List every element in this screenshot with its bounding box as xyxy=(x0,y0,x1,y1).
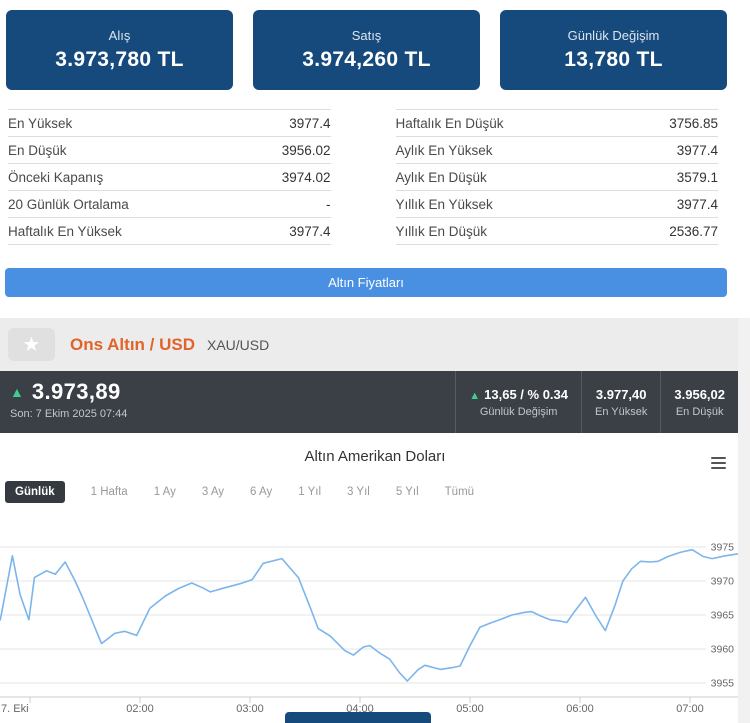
last-price: 3.973,89 xyxy=(31,379,121,404)
stat-value: 3977.4 xyxy=(289,115,331,131)
buy-label: Alış xyxy=(108,28,131,43)
stats-table: En Yüksek 3977.4 En Düşük 3956.02 Önceki Kap… xyxy=(8,109,718,245)
day-low-caption: En Düşük xyxy=(675,405,724,418)
y-axis-label: 3970 xyxy=(711,576,735,588)
y-axis-label: 3960 xyxy=(711,644,735,656)
stat-value: - xyxy=(326,196,331,212)
sell-value: 3.974,260 TL xyxy=(302,48,431,71)
stats-row: Aylık En Yüksek 3977.4 xyxy=(395,137,718,164)
stats-row: En Düşük 3956.02 xyxy=(8,137,331,164)
x-axis-label: 07:00 xyxy=(676,703,704,715)
x-axis-label: 05:00 xyxy=(456,703,484,715)
chart-range-tab[interactable]: Tümü xyxy=(444,486,475,498)
last-updated: Son: 7 Ekim 2025 07:44 xyxy=(10,408,128,420)
chart-range-tabs: Günlük 1 Hafta 1 Ay 3 Ay 6 Ay 1 Yıl 3 Yıl 5 Yıl… xyxy=(5,481,474,503)
day-low-cell: 3.956,02 En Düşük xyxy=(660,371,738,433)
stat-label: Yıllık En Düşük xyxy=(395,223,488,239)
y-axis-label: 3955 xyxy=(711,678,735,690)
right-edge-gutter xyxy=(738,318,750,723)
star-icon: ★ xyxy=(22,333,41,356)
sell-label: Satış xyxy=(351,28,382,43)
buy-price-box: Alış 3.973,780 TL xyxy=(6,10,233,90)
chart-range-tab[interactable]: 1 Yıl xyxy=(298,486,322,498)
stat-label: Aylık En Yüksek xyxy=(395,142,493,158)
stat-label: Önceki Kapanış xyxy=(8,169,104,185)
x-axis-label: 02:00 xyxy=(126,703,154,715)
chart-range-tab[interactable]: Günlük xyxy=(5,481,65,503)
instrument-band: ★ Ons Altın / USD XAU/USD xyxy=(0,318,750,371)
chart-range-tab[interactable]: 5 Yıl xyxy=(395,486,419,498)
stats-column-right: Haftalık En Düşük 3756.85 Aylık En Yüksek 3… xyxy=(395,109,718,245)
x-axis-label: 06:00 xyxy=(566,703,594,715)
daily-change-value: 13,780 TL xyxy=(564,48,663,71)
up-arrow-icon: ▲ xyxy=(469,389,481,402)
x-axis-label: 03:00 xyxy=(236,703,264,715)
stats-row: Aylık En Düşük 3579.1 xyxy=(395,164,718,191)
day-low-value: 3.956,02 xyxy=(674,386,725,402)
stat-value: 3756.85 xyxy=(669,115,718,131)
chart-range-tab[interactable]: 1 Ay xyxy=(153,486,176,498)
y-axis-label: 3975 xyxy=(711,542,735,554)
stats-column-left: En Yüksek 3977.4 En Düşük 3956.02 Önceki Kap… xyxy=(8,109,331,245)
daily-change-cell: ▲ 13,65 / % 0.34 Günlük Değişim xyxy=(455,371,581,433)
daily-change-caption: Günlük Değişim xyxy=(479,405,558,418)
daily-change-value: 13,65 / % 0.34 xyxy=(484,386,568,402)
sell-price-box: Satış 3.974,260 TL xyxy=(253,10,480,90)
day-high-cell: 3.977,40 En Yüksek xyxy=(581,371,660,433)
instrument-code: XAU/USD xyxy=(207,336,270,353)
quote-bar: ▲ 3.973,89 Son: 7 Ekim 2025 07:44 ▲ 13,65… xyxy=(0,371,738,433)
favorite-button[interactable]: ★ xyxy=(8,328,55,361)
stat-value: 2536.77 xyxy=(669,223,718,239)
chart-title: Altın Amerikan Doları xyxy=(304,448,446,465)
stat-label: 20 Günlük Ortalama xyxy=(8,196,129,212)
stat-value: 3977.4 xyxy=(289,223,331,239)
daily-change-box: Günlük Değişim 13,780 TL xyxy=(500,10,727,90)
instrument-title[interactable]: Ons Altın / USD xyxy=(70,334,195,354)
stat-value: 3977.4 xyxy=(676,142,718,158)
stat-label: En Düşük xyxy=(8,142,67,158)
stats-row: Haftalık En Düşük 3756.85 xyxy=(395,110,718,137)
stat-label: Haftalık En Düşük xyxy=(395,115,504,131)
stats-row: En Yüksek 3977.4 xyxy=(8,110,331,137)
quote-cells: ▲ 13,65 / % 0.34 Günlük Değişim 3.977,40 … xyxy=(455,371,738,433)
hamburger-menu-icon[interactable] xyxy=(711,454,726,472)
up-arrow-icon: ▲ xyxy=(10,384,24,400)
daily-change-label: Günlük Değişim xyxy=(567,28,660,43)
stat-label: Yıllık En Yüksek xyxy=(395,196,493,212)
stat-value: 3579.1 xyxy=(676,169,718,185)
gold-prices-button[interactable]: Altın Fiyatları xyxy=(5,268,727,297)
stat-value: 3977.4 xyxy=(676,196,718,212)
stats-row: Önceki Kapanış 3974.02 xyxy=(8,164,331,191)
stat-label: Haftalık En Yüksek xyxy=(8,223,122,239)
chart-range-tab[interactable]: 6 Ay xyxy=(250,486,273,498)
last-price-block: ▲ 3.973,89 Son: 7 Ekim 2025 07:44 xyxy=(0,371,127,433)
stat-value: 3974.02 xyxy=(281,169,331,185)
summary-boxes: Alış 3.973,780 TL Satış 3.974,260 TL Gün… xyxy=(6,10,727,90)
stats-row: 20 Günlük Ortalama - xyxy=(8,191,331,218)
stat-label: Aylık En Düşük xyxy=(395,169,487,185)
chart-range-tab[interactable]: 1 Hafta xyxy=(90,486,128,498)
day-high-caption: En Yüksek xyxy=(595,405,648,418)
x-axis-label: 7. Eki xyxy=(1,703,29,715)
day-high-value: 3.977,40 xyxy=(595,386,647,402)
buy-value: 3.973,780 TL xyxy=(55,48,184,71)
bottom-bar xyxy=(285,712,431,723)
chart-range-tab[interactable]: 3 Yıl xyxy=(347,486,370,498)
stats-row: Yıllık En Düşük 2536.77 xyxy=(395,218,718,245)
stats-row: Yıllık En Yüksek 3977.4 xyxy=(395,191,718,218)
stats-row: Haftalık En Yüksek 3977.4 xyxy=(8,218,331,245)
chart-range-tab[interactable]: 3 Ay xyxy=(201,486,225,498)
y-axis-label: 3965 xyxy=(711,610,735,622)
stat-value: 3956.02 xyxy=(281,142,331,158)
stat-label: En Yüksek xyxy=(8,115,73,131)
price-series-line xyxy=(0,548,746,682)
